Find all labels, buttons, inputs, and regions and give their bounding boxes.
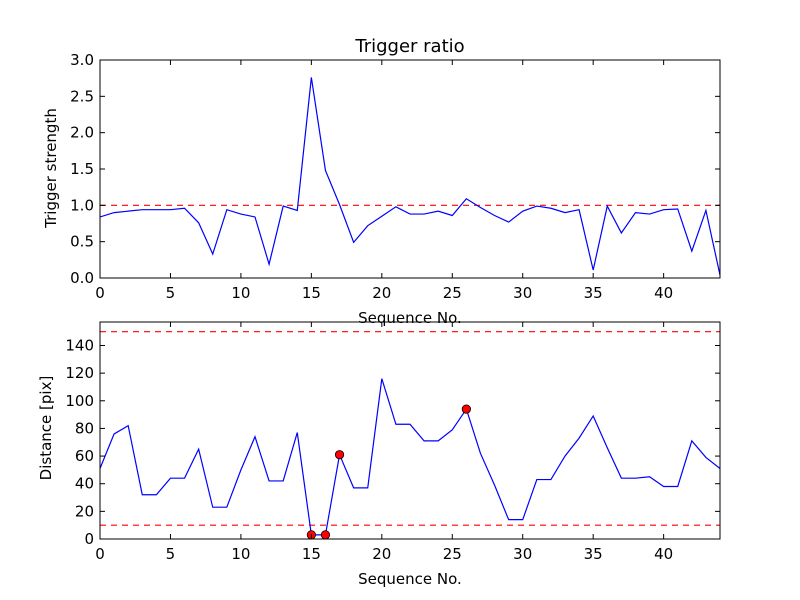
x-tick-label: 35 — [584, 545, 603, 563]
data-point-marker — [334, 450, 345, 460]
y-tick-label: 40 — [75, 475, 94, 493]
x-tick-label: 15 — [302, 545, 321, 563]
x-tick-label: 0 — [95, 545, 105, 563]
series-line — [100, 77, 720, 276]
y-tick-label: 140 — [65, 336, 94, 354]
y-tick-label: 0.5 — [70, 233, 94, 251]
x-tick-label: 40 — [654, 545, 673, 563]
data-point-marker — [461, 404, 471, 414]
x-tick-label: 25 — [443, 545, 462, 563]
series-line — [100, 378, 720, 536]
x-tick-label: 20 — [372, 284, 391, 302]
x-tick-label: 15 — [302, 284, 321, 302]
y-tick-label: 3.0 — [70, 51, 94, 69]
y-tick-label: 20 — [75, 502, 94, 520]
x-tick-label: 30 — [513, 284, 532, 302]
trigger-ratio-chart: Trigger ratio Sequence No. Trigger stren… — [42, 36, 721, 327]
y-tick-label: 1.5 — [70, 160, 94, 178]
y-tick-label: 80 — [75, 419, 94, 437]
distance-chart: Sequence No. Distance [pix] 0 5 10 15 20 25 30… — [37, 321, 721, 588]
y-axis-label: Distance [pix] — [37, 376, 55, 481]
y-tick-label: 0 — [84, 530, 94, 548]
plot-frame — [99, 59, 721, 279]
y-tick-label: 100 — [65, 392, 94, 410]
y-tick-label: 60 — [75, 447, 94, 465]
x-tick-label: 40 — [654, 284, 673, 302]
y-axis-label: Trigger strength — [42, 108, 60, 229]
x-tick-label: 35 — [584, 284, 603, 302]
y-tick-label: 2.5 — [70, 87, 94, 105]
y-tick-label: 0.0 — [70, 269, 94, 287]
x-tick-label: 5 — [166, 284, 176, 302]
x-tick-label: 5 — [166, 545, 176, 563]
y-tick-label: 2.0 — [70, 124, 94, 142]
x-axis-label: Sequence No. — [358, 309, 462, 327]
x-tick-label: 0 — [95, 284, 105, 302]
x-axis-label: Sequence No. — [358, 570, 462, 588]
x-tick-label: 25 — [443, 284, 462, 302]
data-point-marker — [320, 530, 331, 540]
x-tick-label: 10 — [231, 545, 250, 563]
plot-frame — [99, 321, 721, 540]
x-tick-label: 30 — [513, 545, 532, 563]
y-tick-label: 1.0 — [70, 196, 94, 214]
x-tick-label: 20 — [372, 545, 391, 563]
y-tick-label: 120 — [65, 364, 94, 382]
chart-title: Trigger ratio — [354, 36, 464, 57]
x-tick-label: 10 — [231, 284, 250, 302]
